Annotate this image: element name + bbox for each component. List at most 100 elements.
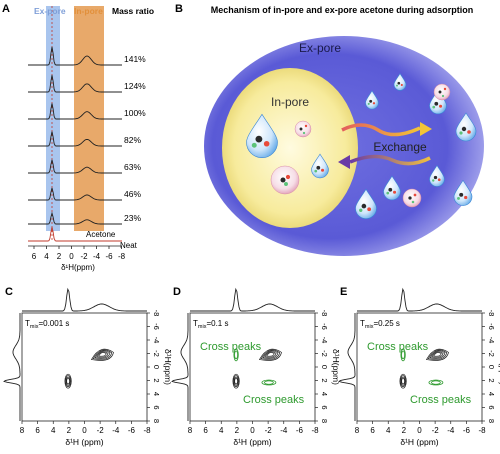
mass-ratio-label: 100% — [124, 108, 146, 118]
x-tick-label: 4 — [44, 252, 49, 261]
diagonal-peak-ex-pore — [233, 375, 240, 388]
diagonal-peak-in-pore — [266, 352, 275, 357]
molecule-atom — [367, 102, 370, 105]
y-tick-label: -6 — [487, 323, 496, 330]
x-tick-label: 6 — [32, 252, 37, 261]
x-tick-label: -4 — [93, 252, 101, 261]
x-tick-label: -8 — [478, 426, 486, 435]
molecule-atom — [388, 187, 393, 192]
x-axis-label: δ¹H (ppm) — [65, 437, 103, 447]
diagonal-peak-in-pore — [90, 348, 114, 361]
y-tick-label: -4 — [320, 337, 329, 344]
panel-label: D — [173, 286, 181, 298]
x-tick-label: 4 — [219, 426, 224, 435]
x-tick-label: 4 — [386, 426, 391, 435]
x-axis-label: δ¹H (ppm) — [233, 437, 271, 447]
molecule-atom — [432, 179, 435, 182]
molecule-atom — [393, 190, 397, 194]
mass-ratio-label: 82% — [124, 135, 141, 145]
spectrum-line — [28, 103, 122, 120]
y-tick-label: -2 — [152, 350, 161, 357]
cross-peak-lower — [264, 380, 274, 385]
top-projection-spectrum — [190, 287, 315, 312]
y-tick-label: 8 — [487, 419, 496, 423]
y-tick-label: -8 — [320, 310, 329, 317]
x-tick-label: -4 — [447, 426, 455, 435]
diagonal-peak-in-pore — [431, 351, 444, 358]
molecule-atom — [467, 130, 471, 134]
y-tick-label: 2 — [320, 378, 329, 382]
mass-ratio-label: 46% — [124, 189, 141, 199]
diagonal-peak-in-pore — [258, 348, 282, 361]
bubble-shape — [294, 120, 312, 138]
cross-peaks-label-upper: Cross peaks — [200, 341, 262, 353]
molecule-atom — [433, 175, 438, 180]
diagonal-peak-ex-pore — [400, 376, 406, 386]
molecule-atom — [367, 207, 372, 212]
x-tick-label: 6 — [35, 426, 40, 435]
exchange-text: Exchange — [373, 140, 427, 154]
molecule-atom — [299, 127, 303, 131]
spectrum-line — [28, 75, 122, 93]
neat-label: Neat — [120, 241, 138, 250]
y-tick-label: -6 — [152, 323, 161, 330]
spectrum-line — [28, 187, 122, 201]
molecule-atom — [302, 131, 306, 135]
spectrum-line — [28, 211, 122, 225]
y-tick-label: 4 — [152, 392, 161, 396]
molecule-atom — [411, 200, 415, 204]
acetone-bubble — [294, 120, 312, 138]
diagonal-peak-in-pore — [96, 351, 109, 358]
spectra-stack: 141% 124% 100% 82% 63% 46% 23% Acetone — [28, 46, 146, 242]
x-tick-label: 8 — [188, 426, 193, 435]
x-tick-label: 6 — [203, 426, 208, 435]
molecule-atom — [314, 169, 318, 173]
y-tick-label: 0 — [487, 365, 496, 369]
panel-2d-e: E Cross peaks Cross peaks Tmix=0.25 s 8 6 4 2 0 -… — [338, 286, 500, 447]
left-projection-spectrum — [171, 313, 189, 421]
y-tick-label: -4 — [152, 337, 161, 344]
mass-ratio-label: 23% — [124, 213, 141, 223]
x-tick-label: 8 — [20, 426, 25, 435]
x-tick-label: 0 — [82, 426, 87, 435]
diagonal-peak-in-pore — [429, 350, 446, 359]
spectrum-line — [28, 159, 122, 174]
acetone-bubble — [402, 188, 422, 208]
x-tick-label: -2 — [80, 252, 88, 261]
molecule-atom — [464, 195, 468, 200]
x-tick-label: 0 — [69, 252, 74, 261]
panel-label: C — [5, 286, 13, 298]
outer-droplet — [393, 73, 407, 91]
inward-arrowhead — [338, 155, 350, 169]
diagonal-peak-in-pore — [260, 349, 281, 360]
x-tick-label: 0 — [417, 426, 422, 435]
acetone-droplets — [246, 73, 477, 219]
cross-peak-upper — [401, 350, 405, 360]
diagonal-peak-in-pore — [427, 349, 448, 360]
outward-arrowhead — [420, 122, 432, 136]
outward-arrow — [341, 123, 421, 137]
molecule-atom — [432, 105, 436, 109]
diagonal-peak-ex-pore — [65, 375, 72, 388]
diagonal-peak-in-pore — [433, 352, 442, 357]
diagonal-peak-ex-pore — [401, 378, 405, 385]
cross-peak-lower — [261, 379, 277, 386]
panel-a: A Ex-pore In-pore Mass ratio 141% 124% 100… — [2, 3, 154, 272]
acetone-label: Acetone — [86, 230, 116, 239]
diagonal-peak-ex-pore — [65, 376, 71, 386]
y-tick-label: 2 — [152, 378, 161, 382]
top-projection-spectrum — [22, 287, 147, 312]
y-tick-label: -2 — [320, 350, 329, 357]
cross-peaks-label-lower: Cross peaks — [243, 394, 305, 406]
diagonal-peak-in-pore — [262, 350, 279, 359]
molecule-atom — [263, 140, 270, 147]
y-tick-label: -8 — [487, 310, 496, 317]
outer-droplet — [455, 112, 477, 142]
molecule-atom — [408, 196, 412, 200]
x-tick-label: -4 — [280, 426, 288, 435]
molecule-atom — [251, 142, 257, 148]
x-tick-label: -2 — [265, 426, 273, 435]
spectrum-line — [28, 46, 122, 66]
